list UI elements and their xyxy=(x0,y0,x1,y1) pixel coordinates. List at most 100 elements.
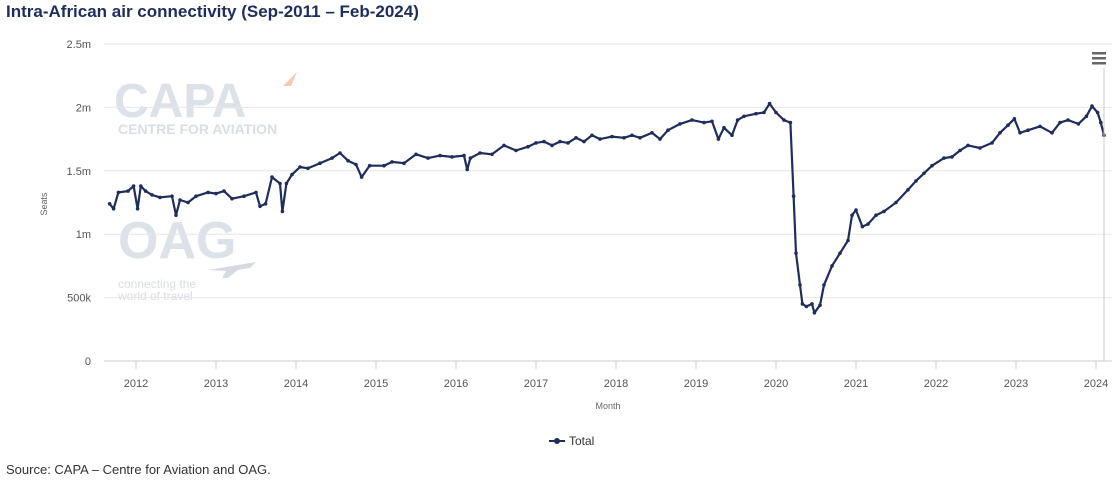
data-point xyxy=(791,194,796,198)
data-point xyxy=(338,151,342,155)
data-point xyxy=(502,143,506,148)
data-point xyxy=(116,190,121,195)
legend-marker-icon xyxy=(554,438,560,444)
line-chart: CAPA CENTRE FOR AVIATION OAG connecting … xyxy=(39,39,1112,448)
data-point xyxy=(866,222,870,226)
data-point xyxy=(254,190,258,195)
data-point xyxy=(478,151,482,155)
data-point xyxy=(830,264,834,268)
data-point xyxy=(822,283,826,287)
data-point xyxy=(222,189,226,193)
y-axis-tick-labels: 0 500k 1m 1.5m 2m 2.5m xyxy=(67,39,92,368)
x-axis-ticks: 2012 2013 2014 2015 2016 2017 2018 2019 2020 2021… xyxy=(124,361,1108,390)
data-point xyxy=(950,155,954,159)
data-point xyxy=(678,122,682,126)
data-point xyxy=(170,194,174,198)
watermark-logos: CAPA CENTRE FOR AVIATION OAG connecting … xyxy=(114,72,297,303)
data-point xyxy=(818,303,822,308)
data-point xyxy=(278,181,282,186)
data-point xyxy=(735,118,740,122)
data-point xyxy=(942,156,946,160)
x-tick-label: 2024 xyxy=(1084,378,1108,390)
data-point xyxy=(550,143,554,148)
oag-logo: OAG xyxy=(118,212,236,270)
data-point xyxy=(426,156,430,160)
x-tick-label: 2016 xyxy=(444,378,468,390)
data-point xyxy=(966,143,970,148)
data-point xyxy=(542,139,546,144)
data-point xyxy=(882,209,886,214)
data-point xyxy=(270,175,274,179)
oag-tagline-line-2: world of travel xyxy=(117,289,193,303)
page-title: Intra-African air connectivity (Sep-2011… xyxy=(6,2,419,21)
data-point xyxy=(534,141,538,145)
oag-tagline-line-1: connecting the xyxy=(118,277,196,291)
data-point xyxy=(798,283,802,287)
data-point xyxy=(630,133,634,138)
series-total xyxy=(107,68,1106,361)
data-point xyxy=(1006,123,1010,127)
x-tick-label: 2018 xyxy=(604,378,628,390)
y-tick-label: 0 xyxy=(85,356,91,368)
data-point xyxy=(359,175,364,179)
x-tick-label: 2021 xyxy=(844,378,868,390)
x-tick-label: 2020 xyxy=(764,378,788,390)
data-point xyxy=(367,163,372,168)
x-tick-label: 2022 xyxy=(924,378,948,390)
x-tick-label: 2012 xyxy=(124,378,148,390)
data-point xyxy=(290,172,294,177)
data-point xyxy=(150,193,154,197)
data-point xyxy=(922,171,926,176)
data-point xyxy=(854,208,858,212)
data-point xyxy=(1012,117,1017,121)
data-point xyxy=(804,304,809,309)
y-tick-label: 1m xyxy=(76,229,91,241)
data-point xyxy=(598,137,602,141)
data-point xyxy=(762,110,766,115)
data-point xyxy=(526,144,530,149)
data-point xyxy=(490,152,494,157)
x-tick-label: 2013 xyxy=(204,378,228,390)
data-point xyxy=(914,179,918,183)
data-point xyxy=(107,202,112,206)
data-point xyxy=(702,120,706,125)
y-tick-label: 1.5m xyxy=(67,166,91,178)
data-point xyxy=(846,238,850,243)
data-point xyxy=(894,200,898,205)
data-point xyxy=(1018,131,1022,135)
source-note: Source: CAPA – Centre for Aviation and O… xyxy=(6,462,271,477)
data-point xyxy=(318,161,322,165)
data-point xyxy=(782,118,786,122)
data-point xyxy=(978,146,982,150)
data-point xyxy=(186,200,190,205)
data-point xyxy=(788,120,793,125)
capa-logo-arrow-icon xyxy=(283,72,297,86)
data-point xyxy=(438,153,442,158)
legend-item-total[interactable]: Total xyxy=(549,434,594,448)
data-point xyxy=(514,148,518,153)
data-point xyxy=(242,194,246,198)
data-point xyxy=(280,209,285,214)
data-point xyxy=(214,191,218,196)
x-tick-label: 2023 xyxy=(1004,378,1028,390)
data-point xyxy=(860,224,865,229)
data-point xyxy=(346,158,350,163)
data-point xyxy=(566,141,570,145)
data-point xyxy=(135,207,140,211)
data-point xyxy=(666,128,670,132)
hamburger-menu-icon[interactable] xyxy=(1090,49,1108,67)
data-point xyxy=(558,139,562,144)
data-point xyxy=(1038,124,1042,129)
capa-tagline: CENTRE FOR AVIATION xyxy=(118,121,277,137)
data-point xyxy=(1099,120,1103,125)
gridlines xyxy=(104,43,1112,362)
data-point xyxy=(143,189,148,193)
data-point xyxy=(810,302,814,306)
data-point xyxy=(174,213,178,217)
data-point xyxy=(1076,122,1081,126)
data-point xyxy=(716,137,721,141)
oag-plane-icon xyxy=(208,262,256,278)
data-point xyxy=(906,188,910,192)
data-point xyxy=(722,125,726,130)
data-point xyxy=(230,196,234,201)
